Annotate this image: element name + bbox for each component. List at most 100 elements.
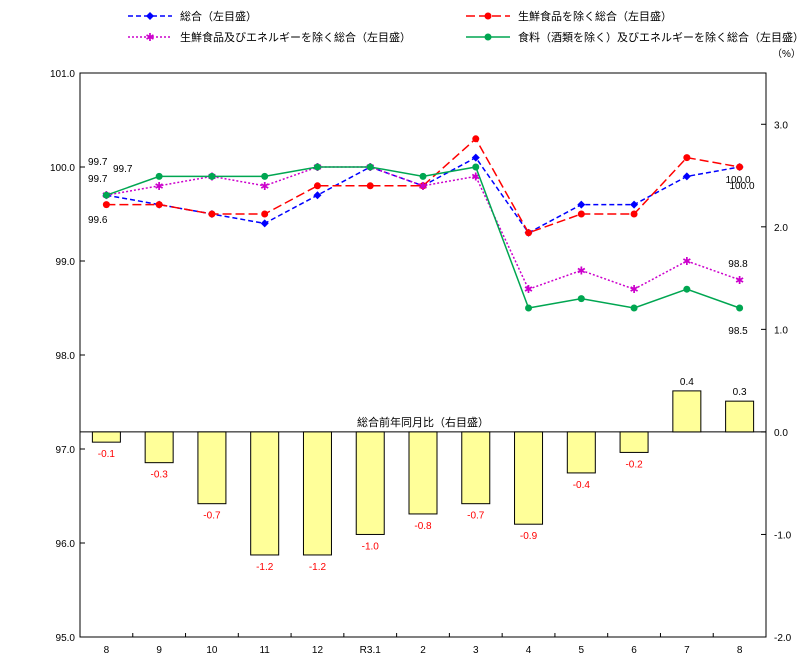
bar-data-label: -0.4 (573, 480, 591, 491)
legend: 総合（左目盛） 生鮮食品を除く総合（左目盛） ✱ 生鮮食品及びエネルギーを除く総… (128, 9, 804, 44)
left-tick-label: 101.0 (50, 69, 75, 80)
legend-item-0: 総合（左目盛） (128, 9, 257, 23)
data-point (419, 172, 427, 180)
data-point (313, 191, 322, 200)
data-point (261, 210, 269, 218)
bar (566, 431, 596, 474)
bar-data-label: -0.1 (98, 449, 116, 460)
bar (461, 431, 491, 505)
right-tick-label: -1.0 (774, 530, 792, 541)
axes: 95.096.097.098.099.0100.0101.0-2.0-1.00.… (50, 69, 792, 656)
bar-data-label: -0.2 (625, 459, 643, 470)
x-tick-label: 5 (579, 645, 585, 656)
data-point (155, 172, 163, 180)
data-point (525, 304, 533, 312)
data-point (525, 229, 533, 237)
series-3 (102, 163, 744, 312)
right-axis-unit: （%） (772, 48, 801, 60)
data-point (683, 154, 691, 162)
x-tick-label: 4 (526, 645, 532, 656)
bar-series: -0.1 -0.3 -0.7 -1.2 -1.2 -1.0 -0.8 -0.7 -0.9 -0.4… (91, 377, 755, 573)
data-point (630, 210, 638, 218)
bar-data-label: -0.3 (151, 470, 169, 481)
data-point (472, 135, 480, 143)
data-point (366, 163, 374, 171)
left-tick-label: 97.0 (56, 445, 76, 456)
data-annotation: 100.0 (729, 181, 754, 192)
data-annotation: 100.0 (725, 175, 750, 186)
svg-text:✱: ✱ (145, 32, 154, 44)
series-line (106, 166, 740, 291)
legend-item-1: 生鮮食品を除く総合（左目盛） (466, 9, 672, 23)
data-point: ✱ (682, 256, 691, 268)
bar-data-label: 0.3 (733, 387, 747, 398)
bar (725, 400, 755, 433)
data-point (471, 153, 480, 162)
x-tick-label: R3.1 (360, 645, 382, 656)
right-tick-label: 3.0 (774, 120, 788, 131)
series-2: ✱✱✱✱✱✱✱✱✱✱✱✱✱ (102, 162, 744, 296)
x-tick-label: 12 (312, 645, 324, 656)
bar (144, 431, 174, 464)
left-tick-label: 96.0 (56, 539, 76, 550)
data-point (682, 172, 691, 181)
bar-series-title: 総合前年同月比（右目盛） (357, 415, 489, 429)
bar (514, 431, 544, 525)
data-point: ✱ (629, 284, 638, 296)
data-annotation: 99.7 (113, 164, 133, 175)
data-annotation: 99.7 (88, 157, 108, 168)
left-tick-label: 98.0 (56, 351, 76, 362)
series-line (106, 156, 740, 234)
data-point: ✱ (155, 181, 164, 193)
data-point (683, 285, 691, 293)
series-1 (102, 135, 744, 237)
data-annotation: 99.6 (88, 215, 108, 226)
data-point: ✱ (577, 265, 586, 277)
data-point (313, 182, 321, 190)
data-point (630, 200, 639, 209)
data-point (577, 210, 585, 218)
right-tick-label: 2.0 (774, 223, 788, 234)
x-tick-label: 8 (104, 645, 110, 656)
data-point (736, 304, 744, 312)
left-tick-label: 95.0 (56, 633, 76, 644)
data-point: ✱ (471, 171, 480, 183)
bar (408, 431, 438, 515)
data-point: ✱ (418, 181, 427, 193)
x-tick-label: 6 (631, 645, 637, 656)
x-tick-label: 3 (473, 645, 479, 656)
data-point (155, 201, 163, 209)
bar-data-label: -1.0 (362, 541, 380, 552)
data-point (208, 210, 216, 218)
legend-label-2: 生鮮食品及びエネルギーを除く総合（左目盛） (180, 30, 411, 44)
bar (672, 390, 702, 433)
data-point (102, 191, 110, 199)
data-annotation: 98.5 (728, 326, 748, 337)
series-0 (102, 153, 744, 237)
data-point: ✱ (524, 284, 533, 296)
data-point (736, 163, 744, 171)
legend-item-3: 食料（酒類を除く）及びエネルギーを除く総合（左目盛） (466, 30, 804, 44)
bar-data-label: -1.2 (309, 562, 327, 573)
legend-item-2: ✱ 生鮮食品及びエネルギーを除く総合（左目盛） (128, 30, 411, 44)
right-tick-label: 0.0 (774, 428, 788, 439)
data-point (577, 200, 586, 209)
legend-label-1: 生鮮食品を除く総合（左目盛） (518, 9, 672, 23)
x-tick-label: 8 (737, 645, 743, 656)
data-point (260, 219, 269, 228)
bar-data-label: -0.7 (467, 511, 485, 522)
data-point (630, 304, 638, 312)
plot-area (79, 72, 767, 638)
bar (91, 431, 121, 443)
line-series: ✱✱✱✱✱✱✱✱✱✱✱✱✱ (102, 135, 744, 312)
data-point (208, 172, 216, 180)
bar-data-label: -0.7 (203, 511, 221, 522)
data-point (472, 163, 480, 171)
data-point: ✱ (735, 275, 744, 287)
bar-data-label: -0.9 (520, 531, 538, 542)
bar (250, 431, 280, 556)
x-tick-label: 9 (156, 645, 162, 656)
left-tick-label: 99.0 (56, 257, 76, 268)
